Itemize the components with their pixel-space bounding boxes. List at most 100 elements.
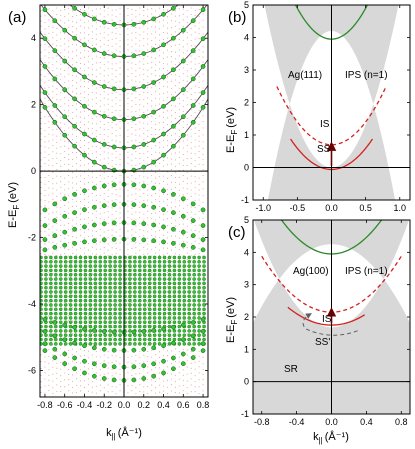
panel-b-material-label: Ag(111) bbox=[288, 70, 322, 81]
panel-a-background-point bbox=[40, 360, 42, 363]
panel-c-ytick-label: 3 bbox=[244, 280, 249, 290]
panel-a-background-point bbox=[44, 176, 46, 179]
panel-a-background-point bbox=[162, 99, 165, 101]
panel-a-background-point bbox=[72, 10, 74, 12]
panel-a-background-point bbox=[60, 68, 62, 70]
panel-a-dband-point bbox=[152, 307, 157, 312]
panel-a-background-point bbox=[95, 151, 97, 153]
panel-a-dband-point bbox=[167, 337, 172, 342]
panel-a-dband-point bbox=[73, 329, 78, 333]
panel-a-background-point bbox=[111, 301, 113, 303]
panel-a-background-point bbox=[40, 31, 42, 33]
panel-a-background-point bbox=[40, 165, 42, 167]
panel-a-background-point bbox=[190, 55, 192, 57]
panel-a-band-point bbox=[171, 210, 176, 215]
panel-a-dband-point bbox=[108, 316, 112, 320]
panel-a-dband-point bbox=[44, 333, 48, 337]
panel-a-dband-point bbox=[98, 320, 103, 325]
panel-a-band-point bbox=[101, 237, 107, 243]
panel-a-background-point bbox=[190, 34, 192, 36]
panel-a-dband-point bbox=[182, 285, 187, 290]
panel-a-background-point bbox=[99, 110, 101, 112]
panel-a-band-point bbox=[42, 36, 48, 42]
panel-a-background-point bbox=[95, 392, 97, 394]
panel-a-background-point bbox=[127, 103, 129, 105]
panel-a-background-point bbox=[87, 40, 89, 42]
panel-a-band-point bbox=[151, 361, 156, 367]
panel-a-background-point bbox=[119, 174, 121, 177]
panel-a-band-point bbox=[141, 113, 147, 119]
panel-a-background-point bbox=[178, 195, 180, 197]
panel-a-band-point bbox=[101, 221, 107, 227]
panel-b-xtick-label: -0.5 bbox=[290, 203, 306, 213]
panel-a-background-point bbox=[83, 110, 86, 112]
panel-a-background-point bbox=[107, 229, 109, 231]
panel-a-background-point bbox=[52, 177, 54, 179]
panel-a-dband-point bbox=[138, 298, 142, 303]
panel-a-background-point bbox=[44, 356, 46, 358]
panel-a-background-point bbox=[127, 183, 129, 185]
panel-a-background-point bbox=[68, 368, 70, 371]
panel-a-band-point bbox=[92, 373, 97, 379]
panel-a-dband-point bbox=[187, 272, 191, 277]
panel-a-background-point bbox=[48, 67, 50, 69]
panel-a-background-point bbox=[64, 56, 66, 58]
panel-a-background-point bbox=[48, 133, 50, 135]
panel-a-background-point bbox=[91, 246, 93, 248]
panel-a-background-point bbox=[40, 213, 42, 215]
panel-a-background-point bbox=[155, 306, 157, 308]
panel-a-dband-point bbox=[118, 277, 122, 281]
panel-a-background-point bbox=[60, 153, 62, 155]
panel-a-background-point bbox=[52, 354, 54, 356]
panel-a-dband-point bbox=[44, 277, 48, 281]
panel-a-dband-point bbox=[133, 290, 137, 294]
panel-a-ytick-label: -4 bbox=[28, 299, 36, 309]
panel-a-background-point bbox=[170, 51, 172, 53]
panel-a-background-point bbox=[119, 249, 121, 251]
panel-a-dband-point bbox=[93, 268, 98, 273]
panel-a-background-point bbox=[111, 200, 113, 202]
panel-a-background-point bbox=[186, 380, 188, 382]
panel-a-background-point bbox=[127, 302, 129, 305]
panel-a-dband-point bbox=[40, 255, 43, 260]
panel-a-background-point bbox=[83, 70, 86, 72]
panel-a-background-point bbox=[56, 367, 58, 369]
panel-a-background-point bbox=[159, 55, 161, 57]
panel-a-background-point bbox=[107, 216, 109, 218]
panel-a-background-point bbox=[162, 315, 165, 317]
panel-a-dband-point bbox=[202, 268, 206, 273]
panel-a-dband-point bbox=[202, 333, 206, 337]
panel-a-background-point bbox=[76, 129, 78, 131]
panel-a-dband-point bbox=[108, 294, 112, 299]
panel-a-dband-point bbox=[113, 324, 117, 329]
panel-a-band-point bbox=[42, 64, 48, 69]
panel-a-dband-point bbox=[98, 303, 103, 307]
panel-a-background-point bbox=[79, 121, 82, 123]
panel-a-background-point bbox=[111, 85, 113, 87]
panel-a-dband-point bbox=[93, 264, 98, 268]
panel-a-background-point bbox=[79, 229, 82, 231]
panel-a-background-point bbox=[107, 362, 109, 364]
panel-a-background-point bbox=[186, 193, 188, 195]
panel-a-band-point bbox=[190, 76, 196, 82]
panel-a-dband-point bbox=[157, 320, 162, 325]
panel-a-band-point bbox=[151, 328, 156, 333]
panel-a-band-point bbox=[52, 48, 58, 53]
panel-a-band-point bbox=[52, 201, 58, 207]
panel-a-dband-point bbox=[103, 333, 107, 337]
panel-a-dband-point bbox=[54, 285, 58, 290]
panel-a-band-point bbox=[101, 51, 107, 56]
panel-a-background-point bbox=[83, 56, 86, 58]
panel-a-background-point bbox=[166, 32, 169, 34]
panel-a-background-point bbox=[143, 38, 145, 40]
panel-a-background-point bbox=[115, 9, 117, 11]
panel-a-dband-point bbox=[128, 290, 132, 294]
panel-a-background-point bbox=[64, 332, 66, 334]
panel-a-dband-point bbox=[138, 264, 142, 268]
panel-a-background-point bbox=[162, 175, 165, 177]
panel-a-band-point bbox=[82, 11, 87, 17]
panel-a-band-point bbox=[42, 341, 48, 347]
panel-a-background-point bbox=[119, 201, 121, 203]
panel-a-dband-point bbox=[182, 272, 187, 277]
panel-a-background-point bbox=[64, 386, 66, 388]
